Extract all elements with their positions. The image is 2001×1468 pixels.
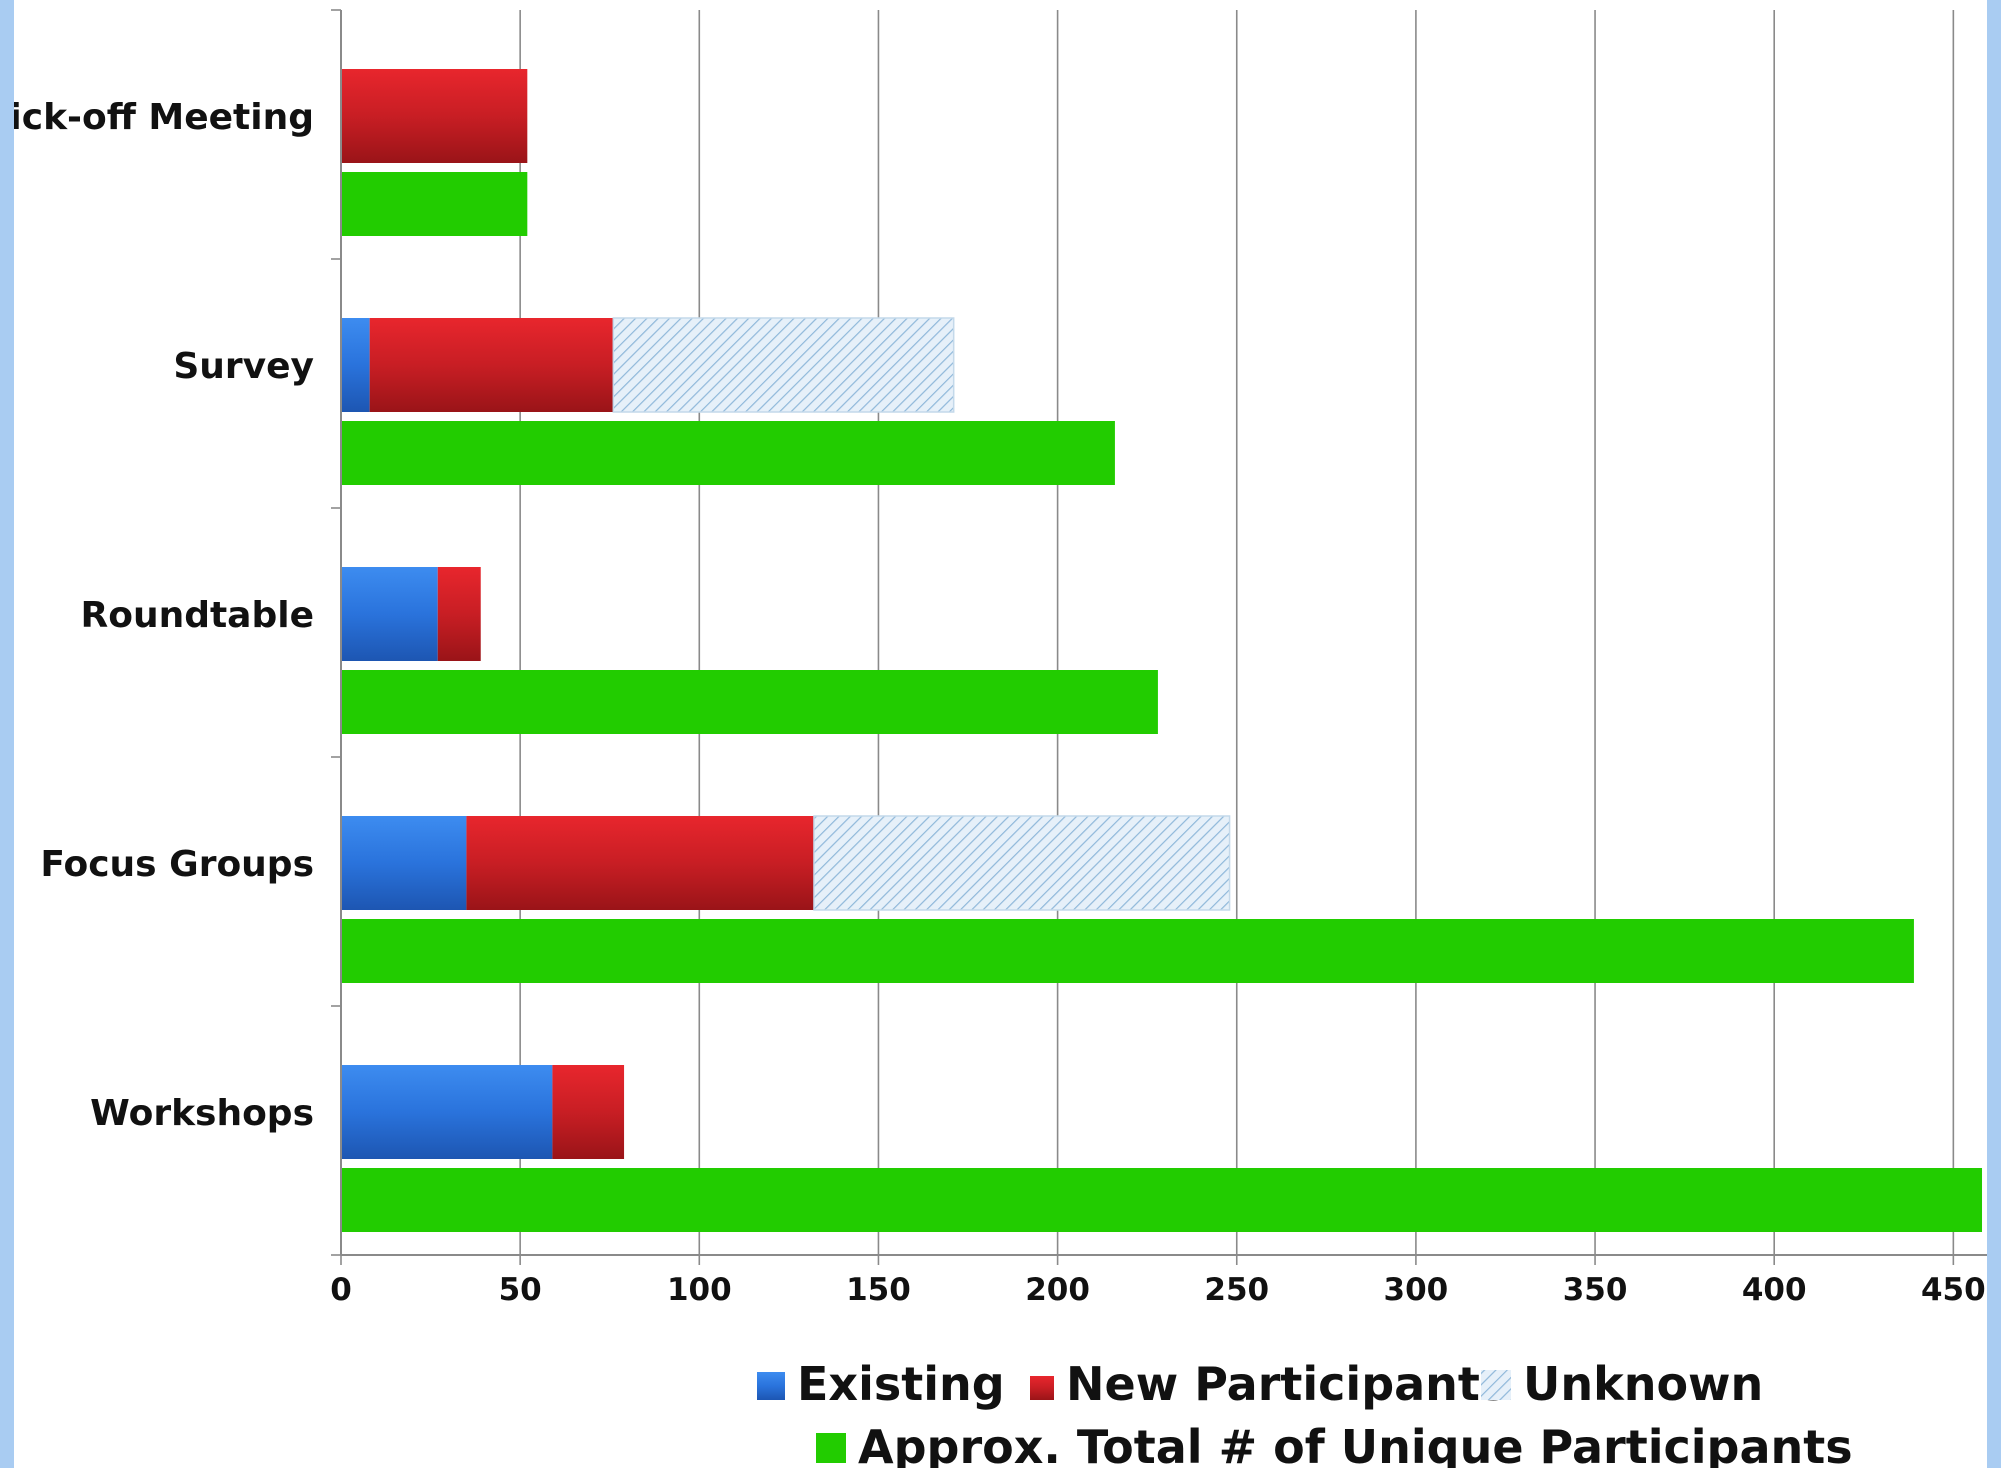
legend-label-unknown: Unknown (1523, 1357, 1763, 1411)
x-tick-label-50: 50 (499, 1272, 542, 1308)
bar-existing-roundtable (341, 567, 438, 661)
legend: Existing New Participants Unknown Approx. T… (757, 1357, 1853, 1468)
legend-swatch-existing (757, 1372, 785, 1400)
bar-new-participants-workshops (552, 1065, 625, 1159)
axis-layer (331, 9, 1987, 1265)
bar-total-kick-off-meeting (341, 172, 528, 236)
bar-new-participants-focus-groups (466, 816, 814, 910)
legend-swatch-new-participants (1030, 1376, 1054, 1400)
x-tick-label-100: 100 (667, 1272, 732, 1308)
bar-total-workshops (341, 1168, 1983, 1232)
category-label-survey: Survey (173, 346, 314, 387)
legend-label-new-participants: New Participants (1066, 1357, 1507, 1411)
bar-new-participants-kick-off-meeting (341, 69, 528, 163)
x-tick-label-300: 300 (1384, 1272, 1449, 1308)
category-label-kick-off-meeting: Kick-off Meeting (14, 97, 314, 138)
bar-total-focus-groups (341, 919, 1914, 983)
bar-chart: 0 50 100 150 200 250 300 350 400 450 Kick-off Meet… (14, 9, 1987, 1468)
bar-unknown-focus-groups (813, 815, 1231, 911)
legend-label-approx-total-of-unique-participants: Approx. Total # of Unique Participants (858, 1420, 1853, 1468)
category-label-roundtable: Roundtable (80, 595, 314, 636)
bar-total-survey (341, 421, 1115, 485)
x-tick-label-200: 200 (1025, 1272, 1090, 1308)
bar-existing-workshops (341, 1065, 553, 1159)
legend-swatch-approx-total-of-unique-participants (816, 1433, 846, 1463)
chart-frame: 0 50 100 150 200 250 300 350 400 450 Kick-off Meet… (14, 0, 1987, 1468)
grid-layer (519, 10, 1955, 1255)
legend-swatch-unknown (1481, 1370, 1511, 1400)
bar-new-participants-roundtable (437, 567, 481, 661)
legend-label-existing: Existing (797, 1357, 1005, 1411)
x-tick-label-0: 0 (330, 1272, 352, 1308)
bar-existing-focus-groups (341, 816, 467, 910)
bar-new-participants-survey (369, 318, 614, 412)
x-tick-label-250: 250 (1204, 1272, 1269, 1308)
x-tick-label-150: 150 (846, 1272, 911, 1308)
bar-layer (341, 69, 1983, 1232)
x-tick-label-450: 450 (1921, 1272, 1986, 1308)
bar-unknown-survey (612, 317, 955, 413)
bar-existing-survey (341, 318, 370, 412)
category-label-focus-groups: Focus Groups (40, 844, 314, 885)
x-tick-label-400: 400 (1742, 1272, 1807, 1308)
label-layer: 0 50 100 150 200 250 300 350 400 450 Kick-off Meet… (14, 97, 1986, 1308)
bar-total-roundtable (341, 670, 1158, 734)
category-label-workshops: Workshops (90, 1093, 314, 1134)
x-tick-label-350: 350 (1563, 1272, 1628, 1308)
